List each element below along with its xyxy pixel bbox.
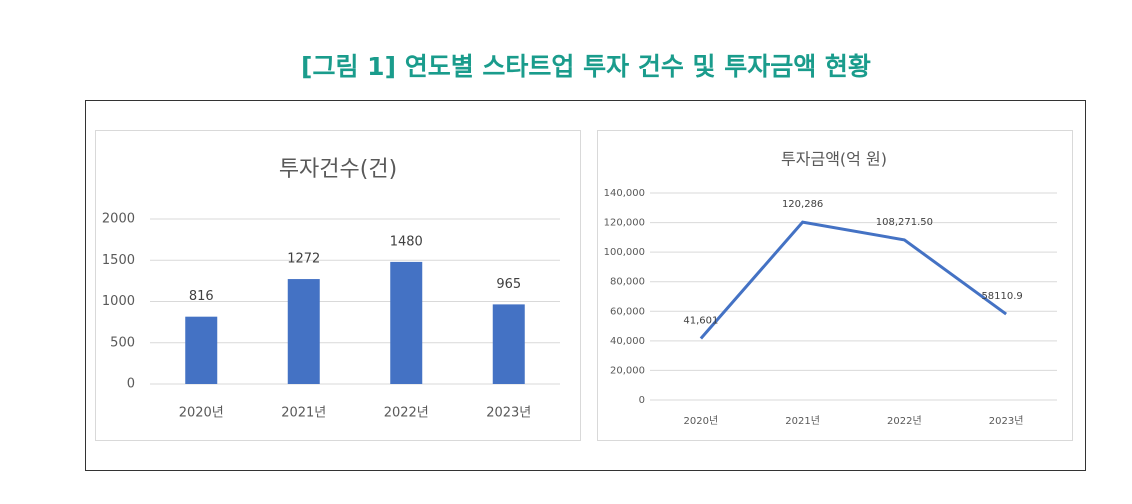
bar <box>390 261 423 384</box>
x-tick-label: 2021년 <box>281 406 326 421</box>
chart-panel <box>95 130 581 441</box>
bar <box>492 304 525 384</box>
line <box>699 220 1008 340</box>
x-tick-label: 2020년 <box>179 406 224 421</box>
bar <box>287 279 320 384</box>
chart-panel <box>597 130 1073 441</box>
data-label: 41,601 <box>683 315 718 326</box>
data-label: 120,286 <box>782 199 823 210</box>
chart-title: 투자금액(억 원) <box>781 150 887 169</box>
data-label: 816 <box>189 289 214 304</box>
y-tick-label: 1000 <box>102 294 135 309</box>
bar <box>185 316 218 384</box>
x-tick-label: 2020년 <box>684 415 719 427</box>
y-tick-label: 80,000 <box>610 277 645 288</box>
y-tick-label: 40,000 <box>610 336 645 347</box>
x-tick-label: 2022년 <box>887 415 922 427</box>
y-tick-label: 1500 <box>102 253 135 268</box>
x-tick-label: 2023년 <box>989 415 1024 427</box>
data-label: 58110.9 <box>981 291 1022 302</box>
data-label: 965 <box>496 277 521 292</box>
figure-title: [그림 1] 연도별 스타트업 투자 건수 및 투자금액 현황 <box>301 52 871 81</box>
y-tick-label: 0 <box>127 377 135 392</box>
y-tick-label: 60,000 <box>610 306 645 317</box>
x-tick-label: 2021년 <box>785 415 820 427</box>
y-tick-label: 2000 <box>102 212 135 227</box>
x-tick-label: 2023년 <box>486 406 531 421</box>
y-tick-label: 100,000 <box>604 247 645 258</box>
y-tick-label: 0 <box>639 395 645 406</box>
y-tick-label: 140,000 <box>604 188 645 199</box>
y-tick-label: 500 <box>110 335 135 350</box>
data-label: 1272 <box>287 252 320 267</box>
y-tick-label: 120,000 <box>604 218 645 229</box>
chart-title: 투자건수(건) <box>279 157 397 182</box>
data-label: 108,271.50 <box>876 217 933 228</box>
x-tick-label: 2022년 <box>384 406 429 421</box>
data-label: 1480 <box>390 234 423 249</box>
y-tick-label: 20,000 <box>610 365 645 376</box>
figure-frame <box>85 100 1086 471</box>
